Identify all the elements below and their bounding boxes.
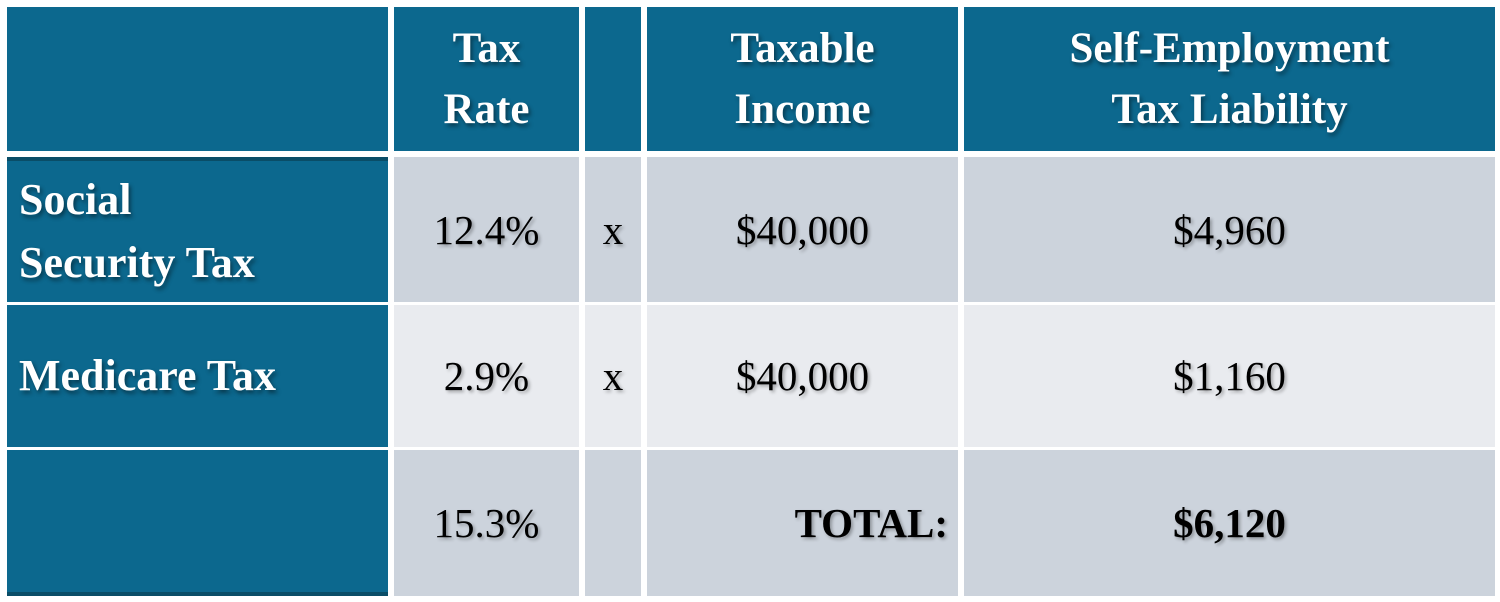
cell-social-security-multiply-sign: x (585, 157, 641, 305)
cell-social-security-tax-rate: 12.4% (394, 157, 579, 305)
self-employment-tax-table: Tax Rate Taxable Income Self-Employment … (7, 7, 1495, 596)
cell-medicare-taxable-income: $40,000 (647, 305, 958, 450)
cell-social-security-taxable-income: $40,000 (647, 157, 958, 305)
header-cell-operator-blank (585, 7, 641, 157)
header-cell-taxable-income: Taxable Income (647, 7, 958, 157)
cell-social-security-liability: $4,960 (964, 157, 1495, 305)
cell-total-tax-rate: 15.3% (394, 450, 579, 596)
header-cell-blank (7, 7, 388, 157)
total-row-blank-label-cell (7, 450, 388, 596)
cell-medicare-multiply-sign: x (585, 305, 641, 450)
cell-medicare-tax-rate: 2.9% (394, 305, 579, 450)
cell-total-label: TOTAL: (647, 450, 958, 596)
row-label-social-security-tax: Social Security Tax (7, 157, 388, 305)
header-cell-tax-rate: Tax Rate (394, 7, 579, 157)
cell-total-liability: $6,120 (964, 450, 1495, 596)
cell-total-operator-blank (585, 450, 641, 596)
header-cell-se-tax-liability: Self-Employment Tax Liability (964, 7, 1495, 157)
row-label-medicare-tax: Medicare Tax (7, 305, 388, 450)
cell-medicare-liability: $1,160 (964, 305, 1495, 450)
